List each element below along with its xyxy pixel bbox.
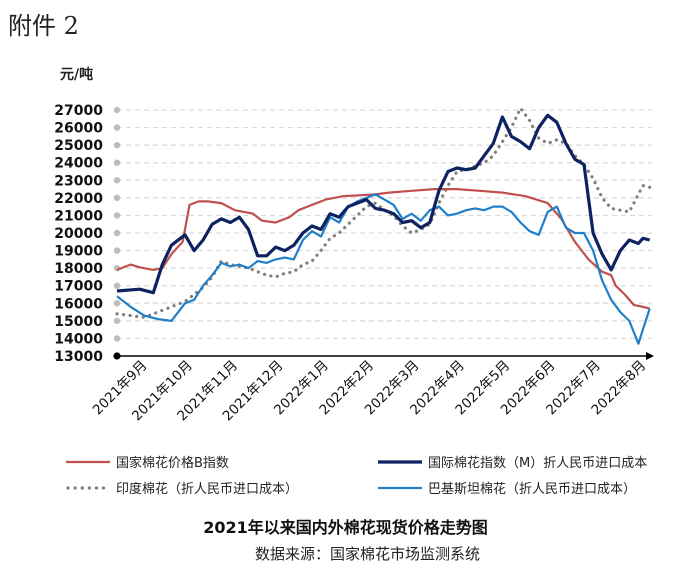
- grid-dot-16000: [113, 300, 121, 307]
- grid-dot-19000: [113, 247, 121, 254]
- chart-grid: [113, 106, 652, 342]
- y-tick-label: 14000: [54, 331, 103, 347]
- legend-label-cc-index: 国家棉花价格B指数: [116, 456, 229, 471]
- grid-dot-21000: [113, 212, 121, 219]
- x-axis: 2021年9月2021年10月2021年11月2021年12月2022年1月20…: [90, 352, 654, 424]
- grid-dot-15000: [113, 317, 121, 325]
- grid-dot-20000: [113, 229, 121, 237]
- x-axis-origin-dot: [113, 352, 121, 360]
- grid-dot-27000: [113, 106, 121, 114]
- legend-item-m-index: 国际棉花指数（M）折人民币进口成本: [378, 452, 647, 471]
- y-tick-label: 18000: [54, 261, 103, 277]
- legend-item-pakistan: 巴基斯坦棉花（折人民币进口成本）: [378, 478, 636, 497]
- y-tick-label: 15000: [54, 314, 103, 330]
- chart-legend: 国家棉花价格B指数 国际棉花指数（M）折人民币进口成本 印度棉花（折人民币进口成…: [0, 448, 691, 498]
- legend-swatch-india: [66, 485, 110, 490]
- y-tick-label: 19000: [54, 244, 103, 260]
- series-line-pakistan: [116, 193, 651, 345]
- y-tick-label: 20000: [54, 226, 103, 242]
- grid-dot-17000: [113, 282, 121, 289]
- grid-dot-23000: [113, 177, 121, 184]
- grid-dot-24000: [113, 159, 121, 166]
- y-tick-label: 21000: [54, 208, 103, 224]
- y-tick-label: 17000: [54, 279, 103, 295]
- grid-dot-25000: [113, 141, 121, 149]
- y-tick-label: 22000: [54, 191, 103, 207]
- attachment-label: 附件 2: [8, 12, 79, 40]
- x-axis-arrow: [646, 352, 654, 360]
- y-tick-label: 27000: [54, 103, 103, 119]
- legend-label-m-index: 国际棉花指数（M）折人民币进口成本: [428, 456, 648, 471]
- grid-dot-14000: [113, 335, 121, 342]
- y-tick-label: 13000: [54, 349, 103, 365]
- data-source: 数据来源：国家棉花市场监测系统: [255, 545, 481, 563]
- y-tick-label: 25000: [54, 138, 103, 154]
- chart-series: [115, 106, 652, 345]
- series-line-cc-index: [116, 188, 650, 310]
- chart-title: 2021年以来国内外棉花现货价格走势图: [203, 518, 488, 537]
- legend-item-cc-index: 国家棉花价格B指数: [66, 452, 229, 471]
- y-tick-label: 16000: [54, 296, 103, 312]
- y-tick-label: 26000: [54, 121, 103, 137]
- series-line-india: [115, 106, 652, 319]
- legend-item-india: 印度棉花（折人民币进口成本）: [66, 478, 298, 497]
- grid-dot-26000: [113, 124, 121, 131]
- legend-label-pakistan: 巴基斯坦棉花（折人民币进口成本）: [428, 482, 637, 497]
- legend-label-india: 印度棉花（折人民币进口成本）: [116, 482, 299, 497]
- legend-swatch-cc-index: [66, 460, 110, 463]
- y-axis-unit: 元/吨: [60, 67, 94, 83]
- legend-swatch-m-index: [378, 459, 422, 464]
- y-tick-label: 23000: [54, 173, 103, 189]
- y-tick-label: 24000: [54, 156, 103, 172]
- legend-swatch-pakistan: [378, 486, 422, 489]
- grid-dot-22000: [113, 194, 121, 202]
- series-line-m-index: [116, 113, 651, 295]
